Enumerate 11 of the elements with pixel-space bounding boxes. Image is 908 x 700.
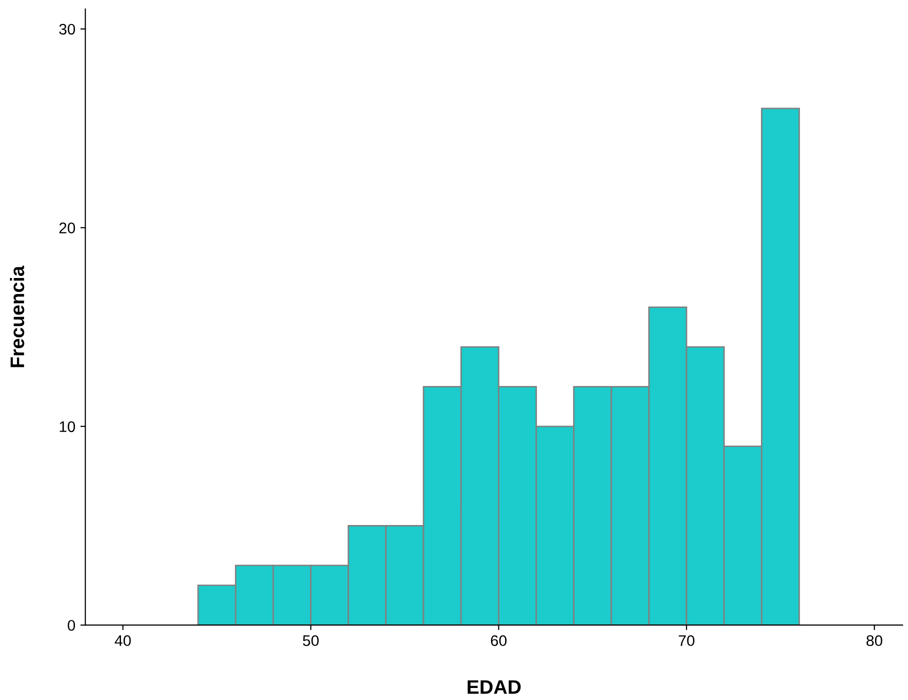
y-tick-label: 10 bbox=[60, 421, 76, 432]
x-axis-title: EDAD bbox=[468, 680, 521, 694]
y-tick-label: 30 bbox=[59, 24, 76, 35]
x-tick-label: 50 bbox=[302, 635, 319, 646]
y-tick-label: 0 bbox=[68, 620, 76, 631]
x-tick-label: 70 bbox=[678, 635, 694, 646]
y-tick-label: 20 bbox=[59, 222, 76, 234]
x-tick-label: 60 bbox=[490, 635, 507, 646]
x-tick-label: 80 bbox=[866, 635, 882, 646]
y-axis-title: Frecuencia bbox=[10, 266, 24, 368]
x-tick-label: 40 bbox=[114, 635, 131, 646]
